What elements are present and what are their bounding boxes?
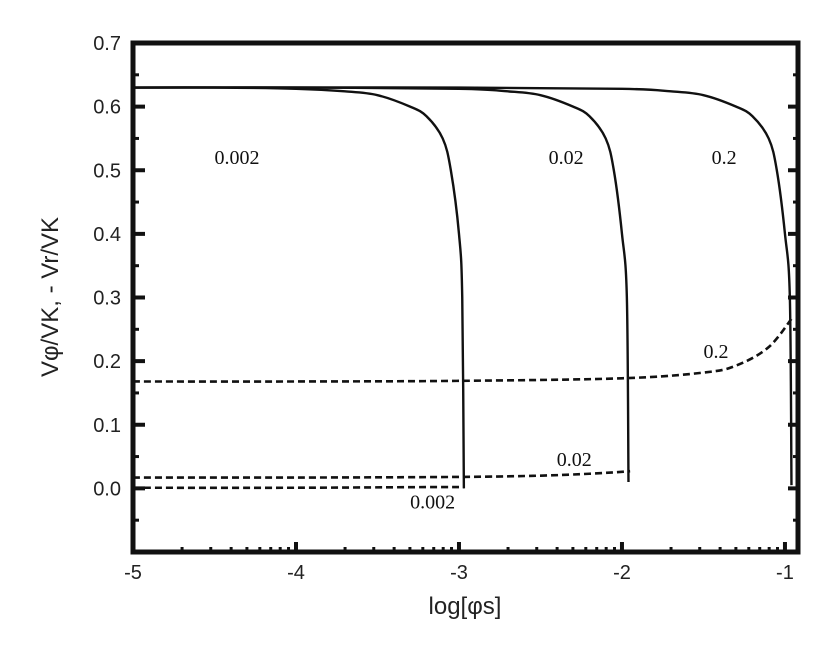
x-tick-labels: -5 -4 -3 -2 -1 [124, 542, 794, 584]
y-tick-label: 0.0 [93, 478, 121, 500]
x-tick-label: -5 [124, 562, 142, 584]
annotation-layer: 0.002 0.02 0.2 0.2 0.02 0.002 [214, 147, 736, 514]
dashed-series-4 [132, 469, 631, 479]
curve-label: 0.2 [703, 341, 728, 363]
solid-series-2 [132, 86, 793, 486]
y-tick-label: 0.6 [93, 97, 121, 119]
x-tick-label: -1 [776, 562, 794, 584]
x-tick-label: -2 [613, 562, 631, 584]
x-tick-label: -4 [287, 562, 305, 584]
y-tick-label: 0.3 [93, 288, 121, 310]
y-tick-label: 0.5 [93, 160, 121, 182]
y-tick-label: 0.2 [93, 351, 121, 373]
dashed-series-5 [132, 485, 464, 490]
curve-label: 0.2 [712, 147, 737, 169]
curve-label: 0.02 [549, 147, 584, 169]
y-tick-label: 0.4 [93, 224, 121, 246]
curve-label: 0.002 [214, 147, 259, 169]
series-layer [132, 86, 795, 490]
y-tick-labels: 0.0 0.1 0.2 0.3 0.4 0.5 0.6 0.7 [93, 33, 798, 500]
y-axis-title: Vφ/VK, - Vr/VK [37, 217, 64, 377]
y-tick-label: 0.1 [93, 415, 121, 437]
x-tick-label: -3 [450, 562, 468, 584]
curve-label: 0.02 [557, 449, 592, 471]
curve-label: 0.002 [410, 492, 455, 514]
y-tick-label: 0.7 [93, 33, 121, 55]
solid-series-0 [132, 86, 466, 489]
x-axis-title: log[φs] [429, 593, 502, 620]
